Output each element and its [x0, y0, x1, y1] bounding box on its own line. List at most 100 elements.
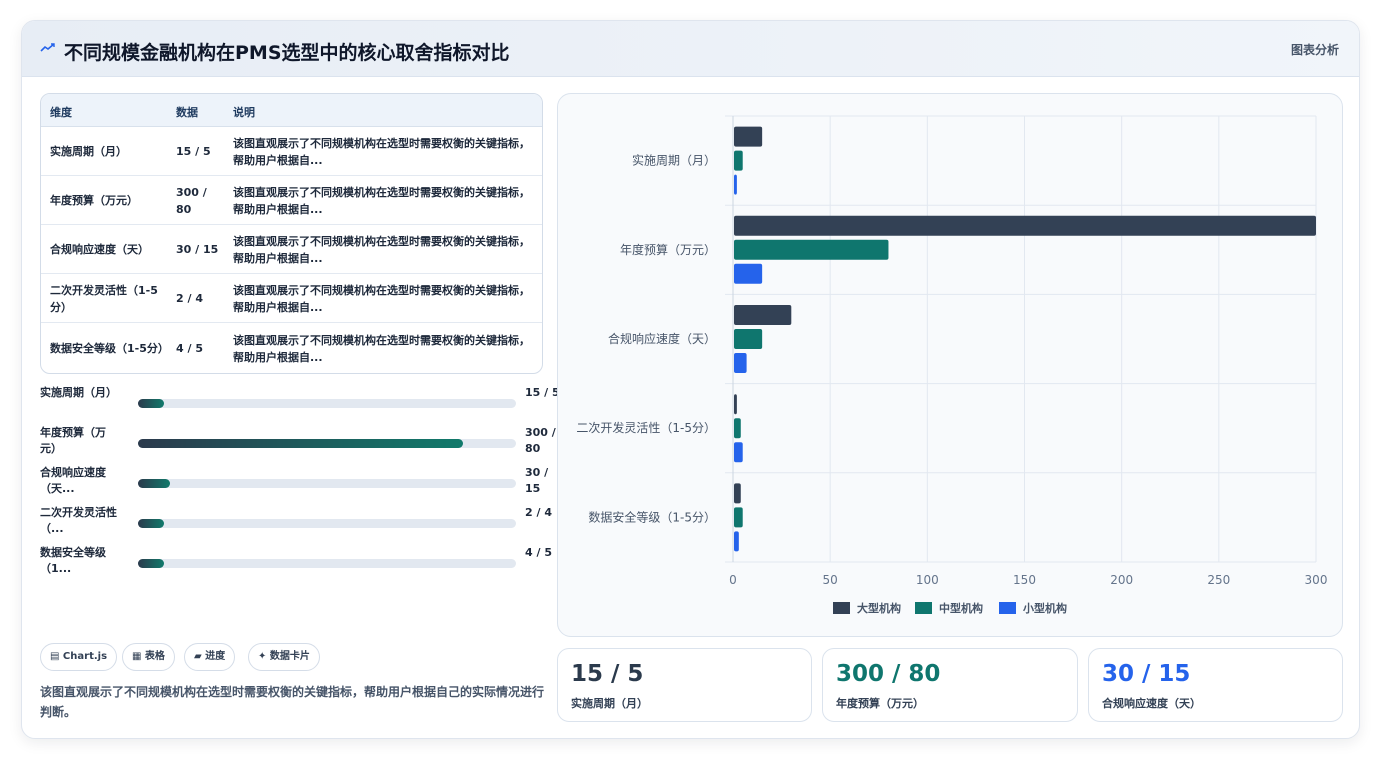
- progress-value: 4 / 5: [525, 546, 552, 559]
- table-cell-data: 2 / 4: [176, 292, 203, 305]
- x-tick-label: 300: [1305, 573, 1328, 587]
- data-table: 维度 数据 说明 实施周期（月） 15 / 5 该图直观展示了不同规模机构在选型时需…: [40, 93, 543, 374]
- legend-label: 大型机构: [857, 601, 901, 615]
- stat-value: 30 / 15: [1102, 661, 1191, 687]
- progress-fill: [138, 519, 165, 528]
- bar: [734, 442, 743, 463]
- table-cell-dimension: 数据安全等级（1-5分）: [50, 342, 169, 355]
- stat-card-3: 30 / 15 合规响应速度（天）: [1088, 648, 1343, 722]
- x-tick-label: 150: [1013, 573, 1036, 587]
- column-header-description: 说明: [233, 106, 255, 119]
- y-tick-label: 二次开发灵活性（1-5分）: [576, 420, 716, 435]
- legend-label: 小型机构: [1022, 601, 1067, 615]
- progress-row: 合规响应速度（天... 30 / 15: [40, 465, 548, 503]
- progress-value: 15 / 5: [525, 386, 560, 399]
- chip-progress[interactable]: ▰ 进度: [184, 643, 236, 671]
- x-tick-label: 50: [823, 573, 838, 587]
- legend-swatch: [833, 602, 850, 614]
- progress-track: [138, 399, 516, 408]
- legend-swatch: [999, 602, 1016, 614]
- stat-card-2: 300 / 80 年度预算（万元）: [822, 648, 1078, 722]
- progress-label: 数据安全等级（1...: [40, 546, 106, 575]
- chip-chartjs[interactable]: ▤ Chart.js: [40, 643, 118, 671]
- legend-label: 中型机构: [939, 601, 983, 615]
- progress-track: [138, 439, 516, 448]
- page-title: 不同规模金融机构在PMS选型中的核心取舍指标对比: [64, 42, 510, 64]
- bar-chart: 0 50 100 150 200 250 300 实施周期（月） 年度预算（万元） 合规响应速度（…: [576, 115, 1328, 615]
- table-cell-description: 该图直观展示了不同规模机构在选型时需要权衡的关键指标，帮助用户根据自...: [233, 283, 530, 314]
- stat-card-1: 15 / 5 实施周期（月）: [557, 648, 812, 722]
- stat-value: 300 / 80: [836, 661, 941, 687]
- table-row: 数据安全等级（1-5分） 4 / 5 该图直观展示了不同规模机构在选型时需要权衡的关…: [41, 324, 542, 373]
- table-cell-dimension: 合规响应速度（天）: [50, 243, 149, 256]
- chart-panel: 0 50 100 150 200 250 300 实施周期（月） 年度预算（万元） 合规响应速度（…: [557, 93, 1343, 637]
- table-cell-description: 该图直观展示了不同规模机构在选型时需要权衡的关键指标，帮助用户根据自...: [233, 234, 530, 265]
- bar: [734, 174, 737, 195]
- chart-line-icon: [40, 40, 58, 58]
- table-cell-description: 该图直观展示了不同规模机构在选型时需要权衡的关键指标，帮助用户根据自...: [233, 136, 530, 167]
- progress-fill: [138, 479, 171, 488]
- progress-track: [138, 479, 516, 488]
- x-tick-label: 0: [729, 573, 737, 587]
- table-cell-dimension: 年度预算（万元）: [50, 194, 138, 207]
- progress-track: [138, 519, 516, 528]
- table-cell-data: 4 / 5: [176, 342, 203, 355]
- bar: [734, 305, 792, 325]
- dashboard-card: 不同规模金融机构在PMS选型中的核心取舍指标对比 图表分析 维度 数据 说明 实…: [21, 20, 1360, 739]
- progress-value: 2 / 4: [525, 506, 552, 519]
- legend-swatch: [915, 602, 932, 614]
- table-cell-data: 30 / 15: [176, 243, 219, 256]
- column-header-dimension: 维度: [50, 106, 72, 119]
- table-cell-description: 该图直观展示了不同规模机构在选型时需要权衡的关键指标，帮助用户根据自...: [233, 333, 530, 364]
- progress-row: 数据安全等级（1... 4 / 5: [40, 545, 552, 583]
- table-row: 年度预算（万元） 300 / 80 该图直观展示了不同规模机构在选型时需要权衡的关键…: [41, 176, 542, 225]
- progress-row: 二次开发灵活性（... 2 / 4: [40, 505, 552, 543]
- progress-fill: [138, 559, 165, 568]
- chip-data-card[interactable]: ✦ 数据卡片: [248, 643, 320, 671]
- chart-description: 该图直观展示了不同规模机构在选型时需要权衡的关键指标，帮助用户根据自己的实际情况…: [40, 685, 545, 719]
- bar: [734, 126, 763, 147]
- y-tick-label: 实施周期（月）: [632, 153, 716, 168]
- progress-track: [138, 559, 516, 568]
- x-tick-label: 200: [1110, 573, 1133, 587]
- x-tick-label: 250: [1207, 573, 1230, 587]
- table-cell-dimension: 二次开发灵活性（1-5分）: [50, 283, 158, 314]
- progress-fill: [138, 439, 464, 448]
- progress-label: 二次开发灵活性（...: [40, 506, 117, 535]
- table-cell-dimension: 实施周期（月）: [50, 145, 127, 158]
- bar: [734, 263, 763, 284]
- stat-label: 合规响应速度（天）: [1102, 697, 1201, 710]
- bar: [734, 531, 739, 552]
- table-cell-description: 该图直观展示了不同规模机构在选型时需要权衡的关键指标，帮助用户根据自...: [233, 185, 530, 216]
- bar: [734, 418, 741, 439]
- progress-row: 年度预算（万元） 300 / 80: [40, 425, 556, 463]
- table-header: 维度 数据 说明: [41, 94, 542, 127]
- header: 不同规模金融机构在PMS选型中的核心取舍指标对比 图表分析: [22, 21, 1359, 77]
- progress-fill: [138, 399, 165, 408]
- y-tick-label: 合规响应速度（天）: [608, 331, 716, 346]
- stat-label: 实施周期（月）: [571, 697, 648, 710]
- x-tick-label: 100: [916, 573, 939, 587]
- bar: [734, 150, 743, 171]
- progress-row: 实施周期（月） 15 / 5: [40, 385, 560, 423]
- bar: [734, 353, 747, 373]
- bar: [734, 329, 763, 349]
- table-row: 实施周期（月） 15 / 5 该图直观展示了不同规模机构在选型时需要权衡的关键指标，…: [41, 127, 542, 176]
- stat-label: 年度预算（万元）: [836, 697, 924, 710]
- y-tick-label: 年度预算（万元）: [620, 242, 716, 257]
- column-header-data: 数据: [176, 106, 198, 119]
- header-tag: 图表分析: [1290, 43, 1339, 57]
- bar: [734, 215, 1316, 236]
- y-tick-label: 数据安全等级（1-5分）: [588, 509, 716, 524]
- progress-value: 300 / 80: [525, 426, 556, 455]
- table-cell-data: 15 / 5: [176, 145, 211, 158]
- stat-value: 15 / 5: [571, 661, 644, 687]
- bar: [734, 239, 889, 260]
- table-row: 合规响应速度（天） 30 / 15 该图直观展示了不同规模机构在选型时需要权衡的关键…: [41, 225, 542, 274]
- progress-label: 实施周期（月）: [40, 386, 117, 399]
- table-cell-data: 300 / 80: [176, 185, 207, 216]
- table-row: 二次开发灵活性（1-5分） 2 / 4 该图直观展示了不同规模机构在选型时需要权衡的…: [41, 274, 542, 323]
- bar: [734, 483, 741, 504]
- chip-table[interactable]: ▦ 表格: [122, 643, 175, 671]
- bar: [734, 394, 737, 415]
